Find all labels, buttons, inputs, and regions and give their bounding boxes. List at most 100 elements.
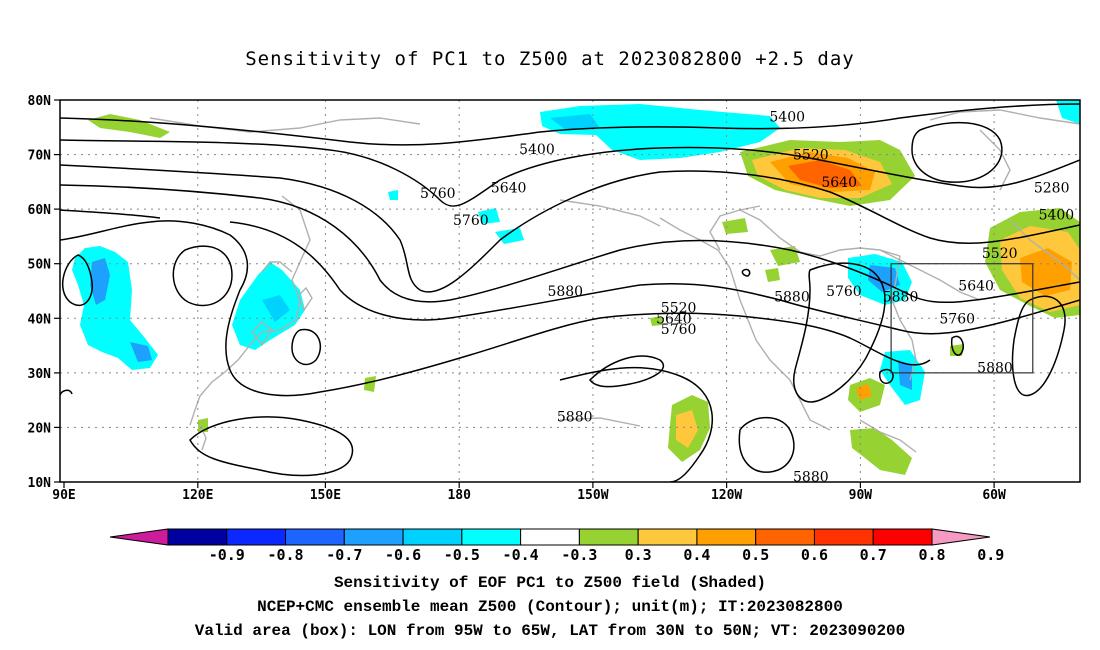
- lon-label: 150W: [577, 488, 608, 503]
- shade-neg-se-us-core: [898, 360, 912, 390]
- colorbar: -0.9 -0.8 -0.7 -0.6 -0.5 -0.4 -0.3 0.3 0.4 0.5 0.6…: [109, 528, 1004, 564]
- colorbar-swatch: [461, 528, 522, 546]
- colorbar-label: 0.7: [860, 546, 887, 564]
- contour-label: 5400: [519, 142, 555, 158]
- shade-pos-asia-green: [88, 114, 170, 138]
- plot-title: Sensitivity of PC1 to Z500 at 2023082800…: [245, 48, 855, 70]
- contour-label: 5880: [883, 289, 919, 305]
- colorbar-high-triangle: [931, 528, 991, 546]
- contour-label: 5880: [547, 284, 583, 300]
- lon-label: 120E: [182, 488, 213, 503]
- shade-pos-canada-r: [788, 160, 862, 188]
- colorbar-label: -0.9: [209, 546, 245, 564]
- contour-label: 5880: [557, 410, 593, 426]
- contour-label: 5760: [826, 284, 862, 300]
- contour-label: 5280: [1034, 180, 1070, 196]
- colorbar-swatch: [520, 528, 580, 546]
- shade-pos-carib: [850, 428, 912, 475]
- colorbar-swatch: [637, 528, 698, 546]
- colorbar-swatch: [402, 528, 463, 546]
- colorbar-label: -0.8: [267, 546, 303, 564]
- shade-neg-small2: [495, 228, 524, 244]
- contour-label: 5640: [821, 175, 857, 191]
- colorbar-swatch: [167, 528, 228, 546]
- caption-line-3: Valid area (box): LON from 95W to 65W, L…: [194, 622, 906, 640]
- contour-label: 5400: [1039, 208, 1075, 224]
- colorbar-label: -0.5: [444, 546, 480, 564]
- shade-neg-arctic-core: [550, 114, 600, 130]
- lat-label: 60N: [28, 203, 52, 218]
- caption-line-1: Sensitivity of EOF PC1 to Z500 field (Sh…: [333, 574, 767, 592]
- colorbar-swatch: [813, 528, 874, 546]
- shade-neg-ne: [1056, 100, 1080, 124]
- colorbar-swatch: [226, 528, 287, 546]
- lat-label: 10N: [28, 476, 52, 491]
- lat-label: 40N: [28, 312, 52, 327]
- colorbar-label: 0.5: [742, 546, 769, 564]
- lat-label: 80N: [28, 94, 52, 109]
- colorbar-label: -0.3: [561, 546, 597, 564]
- lon-label: 150E: [310, 488, 341, 503]
- lon-label: 120W: [711, 488, 742, 503]
- lon-label: 90W: [849, 488, 873, 503]
- colorbar-label: -0.7: [326, 546, 362, 564]
- lat-labels: 80N 70N 60N 50N 40N 30N 20N 10N: [28, 94, 52, 491]
- valid-area-box: [890, 263, 1034, 374]
- lat-label: 50N: [28, 258, 52, 273]
- lon-label: 180: [447, 488, 471, 503]
- contour-label: 5880: [774, 289, 810, 305]
- z500-contours: [60, 103, 1080, 482]
- colorbar-label: -0.4: [503, 546, 539, 564]
- colorbar-swatch: [578, 528, 639, 546]
- shade-pos-small4: [650, 316, 662, 326]
- shade-neg-asia-core: [90, 258, 110, 305]
- tick-marks: [54, 99, 995, 488]
- shade-neg-small1: [478, 208, 500, 224]
- contour-label: 5640: [491, 180, 527, 196]
- shade-neg-japan-core: [262, 295, 290, 322]
- shade-neg-small3: [388, 190, 398, 200]
- contour-label: 5520: [661, 300, 697, 316]
- contour-label: 5760: [453, 213, 489, 229]
- shade-neg-asia-core2: [130, 342, 152, 362]
- colorbar-label: 0.4: [683, 546, 710, 564]
- sensitivity-shading: [72, 100, 1080, 475]
- contour-label: 5520: [793, 148, 829, 164]
- shade-neg-arctic: [540, 104, 780, 160]
- lat-label: 30N: [28, 367, 52, 382]
- shade-pos-small3: [765, 268, 780, 282]
- lon-label: 90E: [52, 488, 75, 503]
- shade-pos-pacific-sub-y: [676, 410, 698, 448]
- colorbar-label: 0.3: [625, 546, 652, 564]
- map-frame: [59, 99, 1081, 483]
- contour-label: 5760: [661, 322, 697, 338]
- colorbar-label: 0.9: [977, 546, 1004, 564]
- colorbar-label: 0.6: [801, 546, 828, 564]
- colorbar-label: -0.6: [385, 546, 421, 564]
- contour-label: 5880: [977, 360, 1013, 376]
- shade-neg-ne-us-core: [868, 265, 900, 292]
- contour-label: 5640: [656, 311, 692, 327]
- contour-label: 5880: [793, 470, 829, 486]
- shade-pos-small5: [364, 376, 376, 392]
- colorbar-swatch: [696, 528, 757, 546]
- contour-label: 5400: [769, 109, 805, 125]
- colorbar-swatch: [285, 528, 345, 546]
- contour-label: 5640: [958, 279, 994, 295]
- contour-label: 5760: [420, 186, 456, 202]
- lon-label: 60W: [982, 488, 1006, 503]
- shade-pos-small1: [722, 218, 748, 234]
- colorbar-swatch: [755, 528, 815, 546]
- colorbar-low-triangle: [109, 528, 169, 546]
- contour-label: 5520: [982, 246, 1018, 262]
- colorbar-swatch: [343, 528, 404, 546]
- lat-label: 20N: [28, 421, 52, 436]
- contour-label: 5760: [939, 311, 975, 327]
- lat-label: 70N: [28, 149, 52, 164]
- colorbar-swatch: [872, 528, 933, 546]
- caption-line-2: NCEP+CMC ensemble mean Z500 (Contour); u…: [257, 598, 843, 616]
- colorbar-label: 0.8: [918, 546, 945, 564]
- shade-pos-small6: [950, 344, 964, 356]
- lon-labels: 90E 120E 150E 180 150W 120W 90W 60W: [52, 488, 1006, 503]
